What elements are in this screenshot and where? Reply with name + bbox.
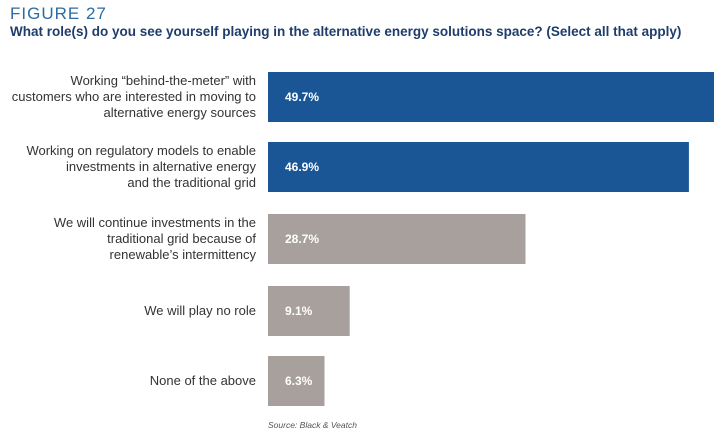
category-label-line: and the traditional grid [127,175,256,190]
bar-0 [268,72,714,122]
category-label-line: We will continue investments in the [54,215,256,230]
category-label-line: traditional grid because of [107,231,256,246]
bar-3 [268,286,350,336]
value-label-1: 46.9% [285,160,319,174]
category-label-line: None of the above [150,373,256,388]
value-label-3: 9.1% [285,304,313,318]
source-note: Source: Black & Veatch [268,420,357,430]
bar-1 [268,142,689,192]
value-label-4: 6.3% [285,374,313,388]
value-label-0: 49.7% [285,90,319,104]
category-label-line: investments in alternative energy [66,159,257,174]
category-label-2: We will continue investments in the tradi… [54,215,257,262]
category-label-4: None of the above [150,373,256,388]
chart-title: What role(s) do you see yourself playing… [10,24,682,39]
category-label-0: Working “behind-the-meter” with customers… [12,73,257,120]
category-label-line: We will play no role [144,303,256,318]
category-label-line: renewable’s intermittency [110,247,257,262]
category-label-3: We will play no role [144,303,256,318]
category-label-1: Working on regulatory models to enable in… [26,143,256,190]
figure-label: FIGURE 27 [10,4,107,23]
category-label-line: Working on regulatory models to enable [26,143,256,158]
category-label-line: Working “behind-the-meter” with [71,73,256,88]
value-label-2: 28.7% [285,232,319,246]
bar-2 [268,214,526,264]
category-label-line: customers who are interested in moving t… [12,89,256,104]
bar-4 [268,356,325,406]
category-label-line: alternative energy sources [104,105,257,120]
